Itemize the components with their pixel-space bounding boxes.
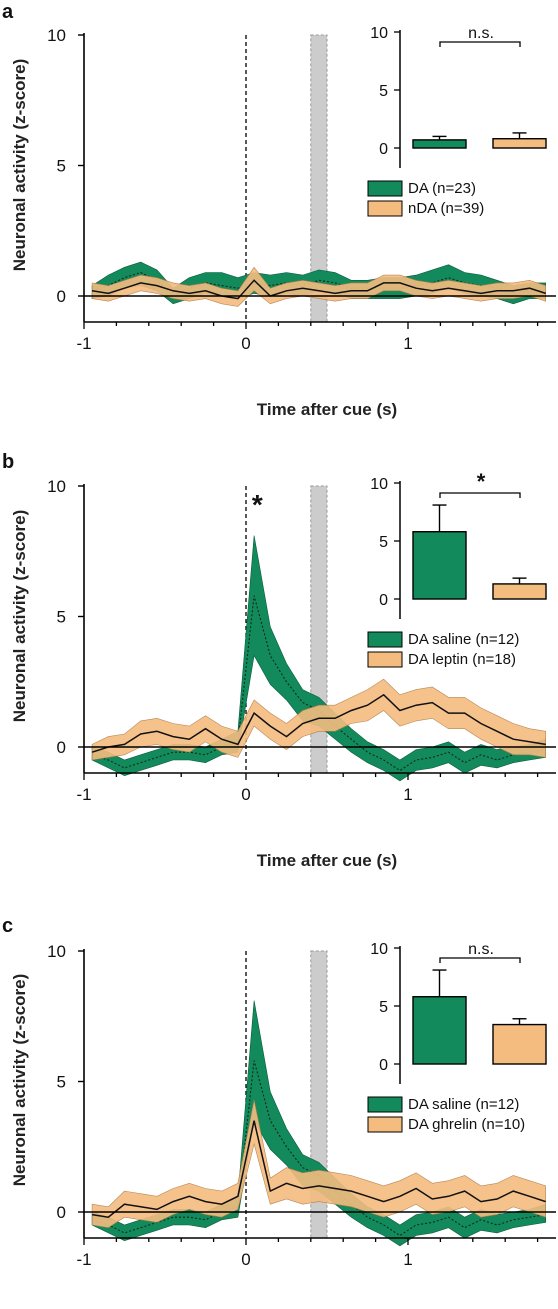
- significance-bracket: [439, 41, 521, 47]
- legend-label: DA (n=23): [408, 180, 476, 197]
- x-axis-title: Time after cue (s): [257, 400, 397, 419]
- legend-swatch-orange: [367, 1116, 403, 1133]
- x-axis-title: Time after cue (s): [257, 851, 397, 870]
- mean-line: [91, 595, 546, 772]
- mean-line: [91, 693, 546, 753]
- legend-label: DA leptin (n=18): [408, 651, 516, 668]
- inset-y-tick-label: 10: [370, 476, 388, 493]
- significance-bracket: [439, 492, 521, 498]
- legend-swatch-green: [367, 631, 403, 648]
- significance-label: n.s.: [468, 941, 494, 958]
- y-tick-label: 0: [57, 287, 66, 306]
- legend-label: DA saline (n=12): [408, 631, 519, 648]
- y-tick-label: 10: [47, 477, 66, 496]
- y-tick-label: 0: [57, 1203, 66, 1222]
- legend: DA saline (n=12) DA ghrelin (n=10): [367, 1096, 525, 1133]
- series-orange: [91, 678, 546, 761]
- inset-y-tick-label: 10: [370, 941, 388, 958]
- inset-bar-chart: 10 5 0 n.s.: [370, 941, 547, 1084]
- y-tick-label: 5: [57, 1073, 66, 1092]
- legend-swatch-orange: [367, 200, 403, 217]
- y-tick-label: 10: [47, 942, 66, 961]
- inset-y-tick-label: 0: [379, 592, 388, 609]
- x-tick-label: 1: [403, 334, 412, 353]
- inset-y-tick-label: 0: [379, 1057, 388, 1074]
- inset-y-tick-label: 5: [379, 999, 388, 1016]
- inset-bar-chart: 10 5 0 *: [370, 469, 547, 619]
- y-tick-label: 5: [57, 608, 66, 627]
- x-tick-label: 1: [403, 1250, 412, 1269]
- panel-b: b 10 5 0 -1 0 1 Time after cue (s) Neuronal acti…: [2, 451, 556, 870]
- x-tick-label: -1: [76, 785, 91, 804]
- x-tick-label: -1: [76, 1250, 91, 1269]
- inset-bar: [412, 996, 467, 1065]
- inset-y-tick-label: 5: [379, 83, 388, 100]
- mean-line: [91, 279, 546, 300]
- significance-label: n.s.: [468, 25, 494, 42]
- panel-letter: a: [2, 1, 14, 23]
- inset-bar: [492, 583, 547, 600]
- x-tick-label: 0: [241, 785, 250, 804]
- y-tick-label: 0: [57, 738, 66, 757]
- panel-a: a 10 5 0 -1 0 1 Time after cue (s) Neuronal acti…: [2, 1, 556, 419]
- significance-label: *: [477, 469, 486, 494]
- peak-significance-marker: *: [252, 489, 263, 520]
- x-tick-label: 0: [241, 334, 250, 353]
- inset-bar: [412, 139, 467, 149]
- inset-y-tick-label: 0: [379, 141, 388, 158]
- y-tick-label: 5: [57, 157, 66, 176]
- mean-line: [91, 1060, 546, 1237]
- y-tick-label: 10: [47, 26, 66, 45]
- inset-y-tick-label: 5: [379, 534, 388, 551]
- legend: DA (n=23) nDA (n=39): [367, 180, 484, 217]
- inset-bar: [412, 531, 467, 600]
- legend-swatch-orange: [367, 651, 403, 668]
- mean-line: [91, 1120, 546, 1218]
- inset-bar: [492, 1023, 547, 1065]
- x-tick-label: 1: [403, 785, 412, 804]
- x-tick-label: 0: [241, 1250, 250, 1269]
- y-axis-title: Neuronal activity (z-score): [10, 974, 29, 1187]
- y-axis-title: Neuronal activity (z-score): [10, 59, 29, 272]
- series-green: [91, 1000, 546, 1247]
- sem-band: [91, 1000, 546, 1247]
- legend: DA saline (n=12) DA leptin (n=18): [367, 631, 519, 668]
- inset-bar-chart: 10 5 0 n.s.: [370, 25, 547, 168]
- legend-label: DA ghrelin (n=10): [408, 1116, 525, 1133]
- panel-letter: c: [2, 915, 13, 937]
- sem-band: [91, 678, 546, 761]
- x-tick-label: -1: [76, 334, 91, 353]
- y-axis-title: Neuronal activity (z-score): [10, 510, 29, 723]
- panel-letter: b: [2, 451, 14, 473]
- legend-label: nDA (n=39): [408, 200, 484, 217]
- legend-label: DA saline (n=12): [408, 1096, 519, 1113]
- inset-bar: [492, 138, 547, 149]
- legend-swatch-green: [367, 1096, 403, 1113]
- significance-bracket: [439, 957, 521, 963]
- legend-swatch-green: [367, 180, 403, 197]
- inset-y-tick-label: 10: [370, 25, 388, 42]
